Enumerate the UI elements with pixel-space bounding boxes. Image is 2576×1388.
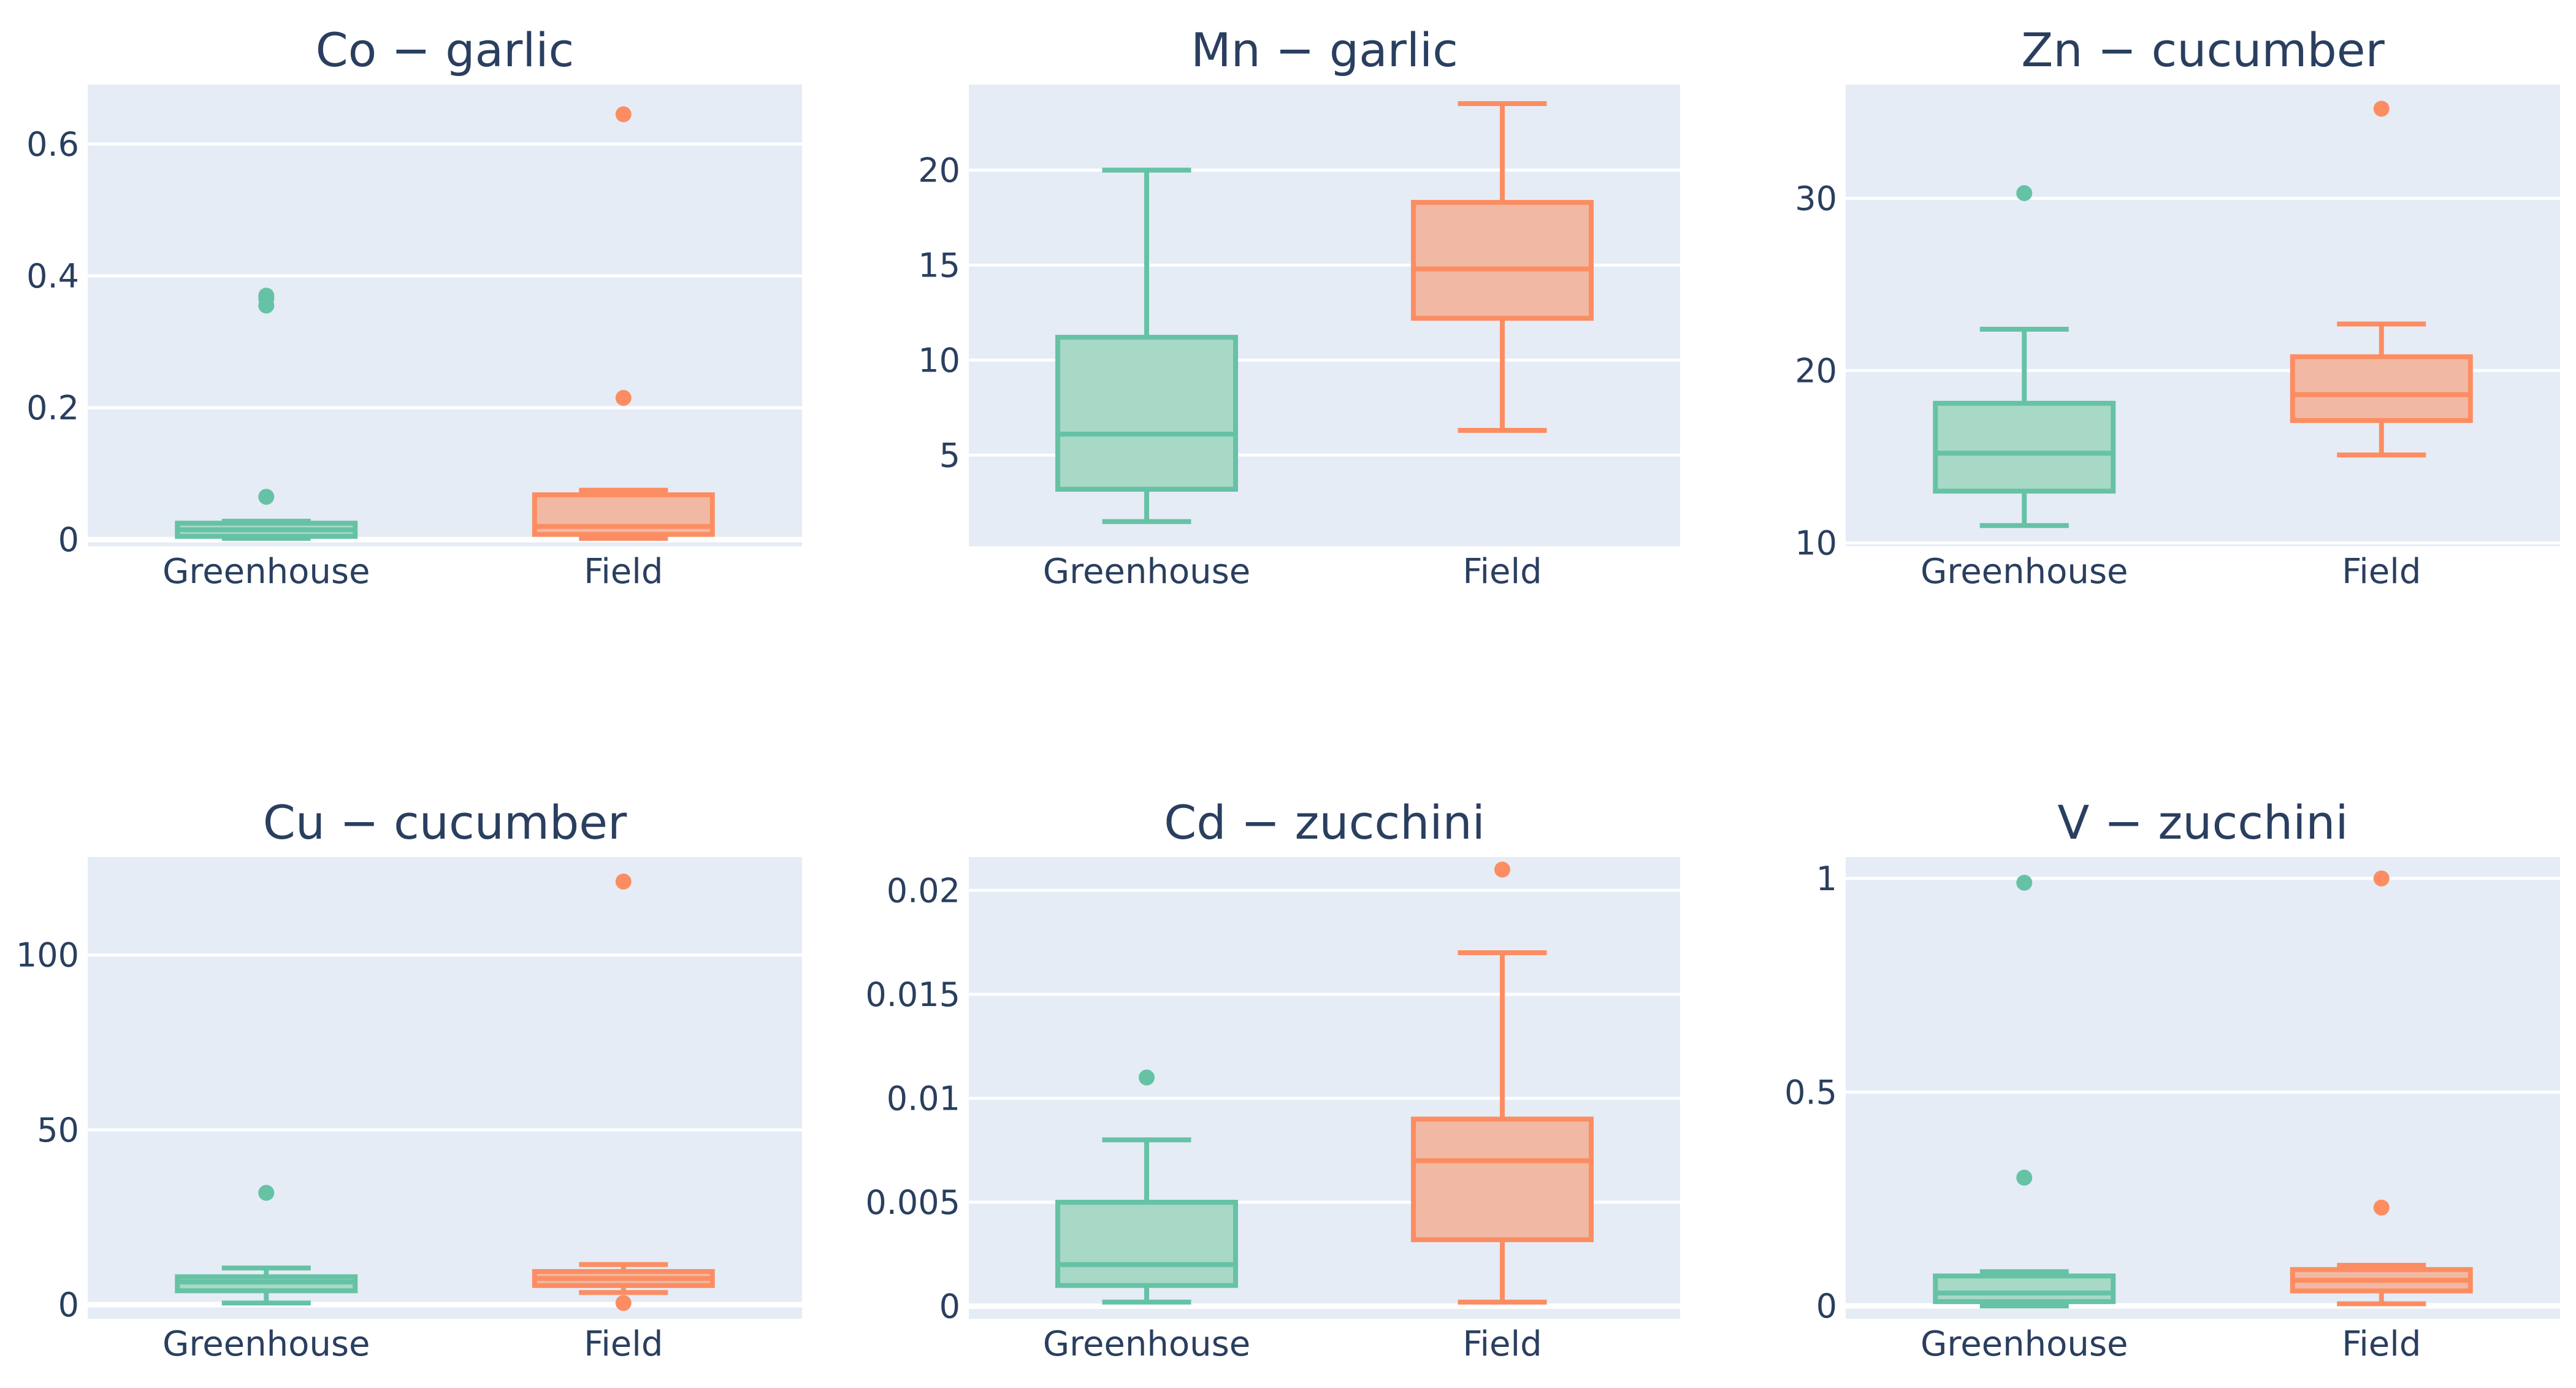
y-tick-label: 0: [58, 1286, 79, 1324]
iqr-box: [1411, 1116, 1594, 1243]
panel-6: 0 0.5 1 V − zucchini Greenhouse Field: [1784, 795, 2560, 1364]
panel-title: Cu − cucumber: [263, 795, 627, 850]
y-tick-label: 10: [1795, 524, 1837, 562]
y-tick-label: 0: [1816, 1287, 1837, 1325]
y-tick-label: 0.02: [887, 871, 960, 910]
box-field: [2290, 870, 2473, 1306]
x-tick-label: Greenhouse: [162, 552, 370, 592]
outlier-point: [1494, 861, 1510, 878]
x-tick-label: Field: [2342, 1324, 2421, 1364]
iqr-box: [1055, 335, 1238, 492]
box-field: [2290, 101, 2473, 458]
iqr-box: [1933, 1273, 2116, 1305]
y-tick-label: 100: [16, 936, 79, 975]
box-field: [1411, 861, 1594, 1305]
x-tick-label: Greenhouse: [1921, 1324, 2128, 1364]
box-field: [532, 106, 715, 541]
x-tick-label: Field: [2342, 552, 2421, 592]
y-tick-label: 30: [1795, 179, 1837, 218]
panel-2: 5 10 15 20 Mn − garlic Greenhouse Field: [918, 23, 1680, 592]
box-greenhouse: [1055, 167, 1238, 524]
panel-4: 0 50 100 Cu − cucumber Greenhouse Field: [16, 795, 802, 1364]
outlier-point: [2373, 1199, 2390, 1216]
outlier-point: [258, 1184, 275, 1201]
box-greenhouse: [175, 288, 358, 541]
iqr-box: [2290, 354, 2473, 423]
y-tick-label: 20: [1795, 351, 1837, 390]
y-tick-label: 0.4: [26, 257, 79, 296]
box-field: [532, 873, 715, 1311]
outlier-point: [615, 389, 632, 406]
y-tick-label: 0.2: [26, 389, 79, 427]
y-tick-label: 0: [58, 520, 79, 559]
panel-3: 10 20 30 Zn − cucumber Greenhouse Field: [1795, 23, 2560, 592]
box-greenhouse: [1055, 1069, 1238, 1305]
y-tick-label: 10: [918, 341, 960, 379]
y-tick-label: 15: [918, 246, 960, 284]
outlier-point: [615, 1295, 632, 1311]
iqr-box: [1933, 400, 2116, 494]
x-tick-label: Greenhouse: [162, 1324, 370, 1364]
y-tick-label: 0.01: [887, 1079, 960, 1118]
panel-title: Mn − garlic: [1191, 23, 1458, 77]
y-tick-label: 0.005: [865, 1183, 960, 1222]
y-tick-label: 0.6: [26, 125, 79, 164]
outlier-point: [2016, 874, 2033, 891]
y-tick-label: 0: [939, 1287, 960, 1326]
y-tick-label: 0.015: [865, 975, 960, 1014]
x-tick-label: Field: [584, 552, 663, 592]
outlier-point: [258, 288, 275, 304]
x-tick-label: Greenhouse: [1043, 1324, 1250, 1364]
panel-title: Co − garlic: [316, 23, 575, 77]
iqr-box: [1055, 1200, 1238, 1288]
x-tick-label: Field: [1462, 552, 1542, 592]
panel-title: V − zucchini: [2057, 795, 2348, 850]
outlier-point: [2373, 870, 2390, 887]
outlier-point: [258, 489, 275, 505]
panel-1: 0 0.2 0.4 0.6 Co − garlic Greenhouse Field: [26, 23, 802, 592]
y-tick-label: 5: [939, 436, 960, 475]
outlier-point: [2373, 101, 2390, 117]
box-greenhouse: [1933, 874, 2116, 1309]
plot-background: [88, 85, 802, 546]
panel-5: 0 0.005 0.01 0.015 0.02 Cd − zucchini Greenhou…: [865, 795, 1680, 1364]
iqr-box: [1411, 200, 1594, 321]
panel-title: Zn − cucumber: [2021, 23, 2385, 77]
box-greenhouse: [175, 1184, 358, 1306]
box-field: [1411, 101, 1594, 433]
plot-background: [1846, 857, 2560, 1319]
x-tick-label: Greenhouse: [1043, 552, 1250, 592]
box-greenhouse: [1933, 185, 2116, 528]
outlier-point: [615, 873, 632, 890]
y-tick-label: 0.5: [1784, 1073, 1837, 1112]
outlier-point: [2016, 185, 2033, 202]
x-tick-label: Field: [584, 1324, 663, 1364]
y-tick-label: 50: [37, 1111, 79, 1150]
outlier-point: [615, 106, 632, 123]
outlier-point: [2016, 1169, 2033, 1186]
y-tick-label: 20: [918, 151, 960, 189]
x-tick-label: Greenhouse: [1921, 552, 2128, 592]
plot-background: [88, 857, 802, 1319]
outlier-point: [1139, 1069, 1155, 1086]
x-tick-label: Field: [1462, 1324, 1542, 1364]
panel-title: Cd − zucchini: [1164, 795, 1485, 850]
y-tick-label: 1: [1816, 860, 1837, 898]
